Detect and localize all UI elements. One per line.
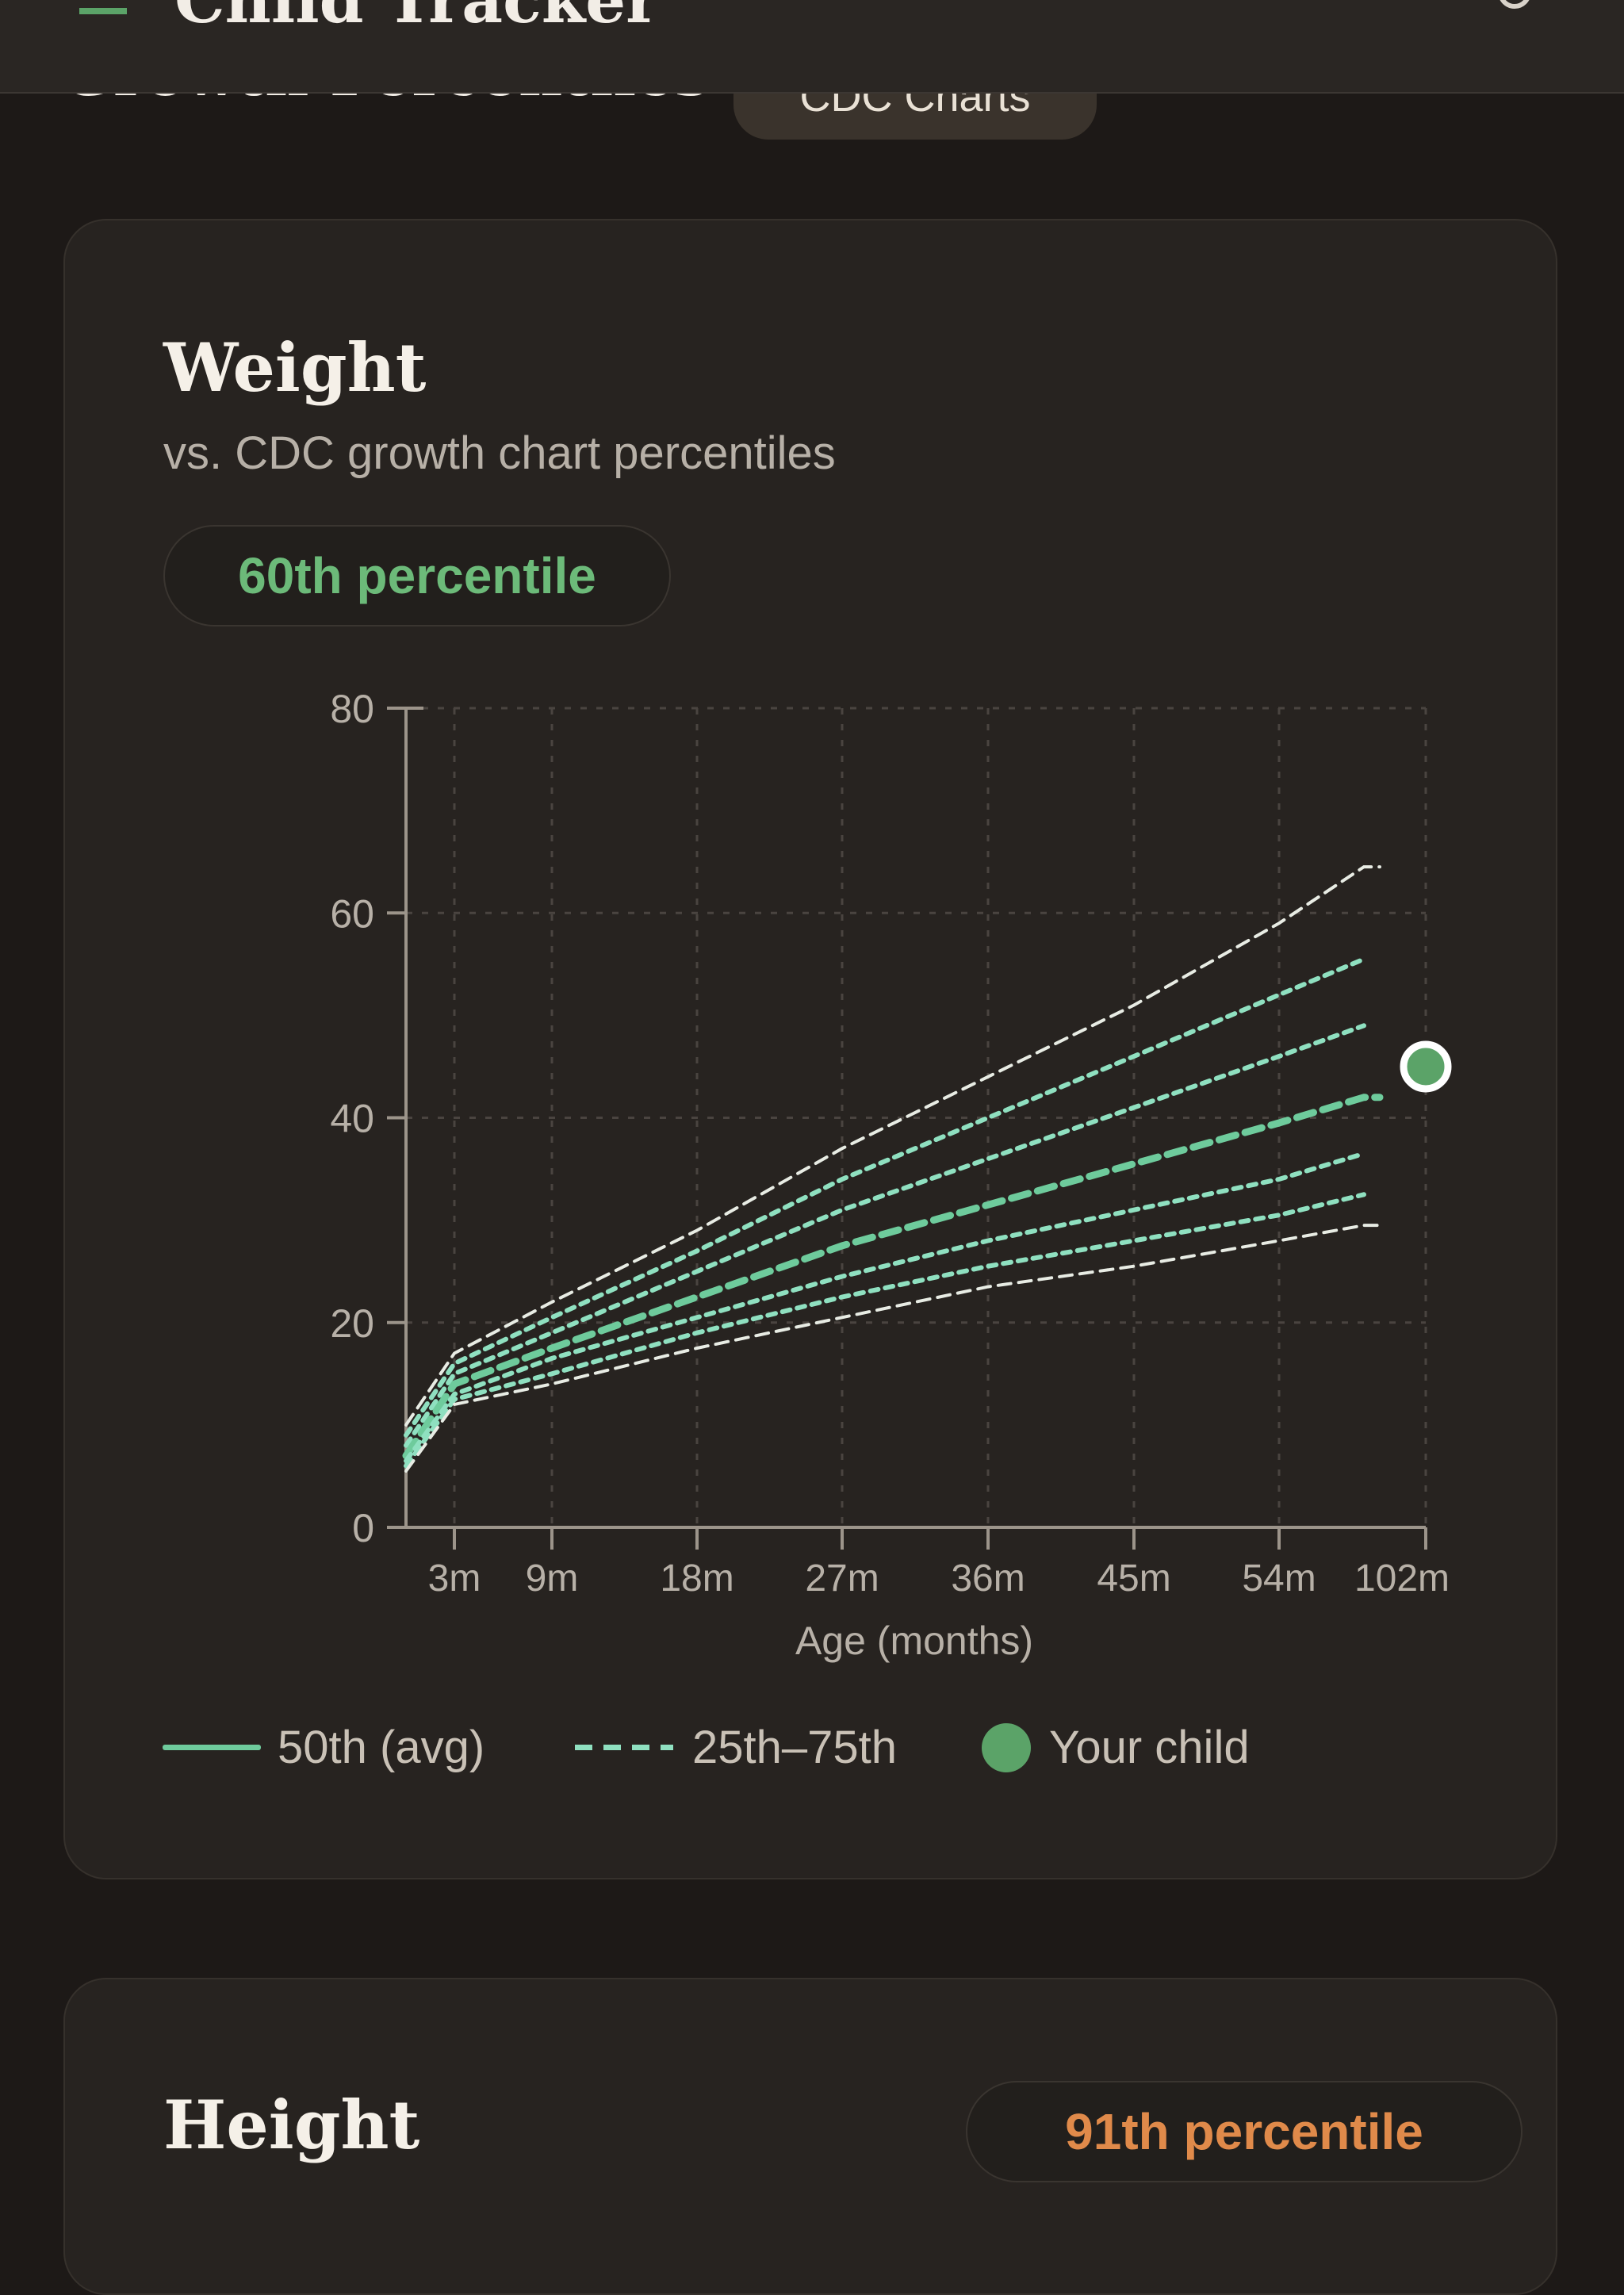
percentile-curve-1	[404, 865, 1381, 1427]
x-tick-label: 3m	[428, 1557, 481, 1600]
y-tick-label: 0	[352, 1506, 374, 1550]
y-tick-label: 40	[330, 1097, 374, 1141]
legend-swatch-avg	[163, 1745, 261, 1750]
legend-item-child: Your child	[982, 1716, 1299, 1780]
legend-item-range: 25th–75th	[575, 1716, 940, 1780]
app-bar: Child Tracker	[0, 0, 1624, 94]
legend-label-child: Your child	[1049, 1722, 1250, 1773]
height-percentile-badge: 91th percentile	[966, 2081, 1522, 2182]
percentile-curve-4	[402, 1094, 1384, 1460]
x-tick-label: 36m	[951, 1557, 1025, 1600]
app-title: Child Tracker	[174, 0, 660, 37]
legend-label-range: 25th–75th	[692, 1722, 898, 1773]
y-tick-label: 60	[330, 891, 374, 936]
x-tick-label: 45m	[1097, 1557, 1170, 1600]
weight-card-title: Weight	[163, 328, 427, 407]
percentile-curve-6	[404, 1192, 1366, 1469]
percentile-curve-2	[404, 956, 1366, 1438]
percentile-curve-3	[404, 1023, 1366, 1448]
your-child-dot	[1400, 1040, 1452, 1093]
y-tick-label: 20	[330, 1301, 374, 1346]
weight-card-subtitle: vs. CDC growth chart percentiles	[163, 427, 836, 479]
percentile-curve-7	[404, 1224, 1381, 1473]
height-card-title: Height	[163, 2086, 420, 2164]
legend-swatch-child	[982, 1723, 1031, 1772]
x-tick-label: 27m	[805, 1557, 879, 1600]
x-tick-label: 54m	[1242, 1557, 1316, 1600]
percentile-curve-5	[404, 1151, 1366, 1464]
chart-legend: 50th (avg) 25th–75th Your child	[0, 1716, 1624, 1780]
height-card: Height 91th percentile	[63, 1978, 1557, 2295]
y-tick-label: 80	[330, 687, 374, 731]
weight-card: Weight vs. CDC growth chart percentiles …	[63, 219, 1557, 1879]
legend-item-avg: 50th (avg)	[163, 1716, 527, 1780]
x-tick-label: 18m	[660, 1557, 733, 1600]
legend-swatch-range	[575, 1745, 673, 1750]
x-tick-label: 102m	[1354, 1557, 1450, 1600]
app-logo-icon	[79, 0, 127, 14]
gear-icon[interactable]	[1491, 0, 1538, 16]
weight-chart: 0 20 40 60 80 3m 9m 18m 27m 36m 45m 54m 102m Age (mon…	[330, 687, 1452, 1663]
weight-percentile-badge: 60th percentile	[163, 525, 671, 626]
x-tick-label: 9m	[526, 1557, 579, 1600]
legend-label-avg: 50th (avg)	[278, 1722, 485, 1773]
x-axis-title: Age (months)	[795, 1619, 1033, 1663]
